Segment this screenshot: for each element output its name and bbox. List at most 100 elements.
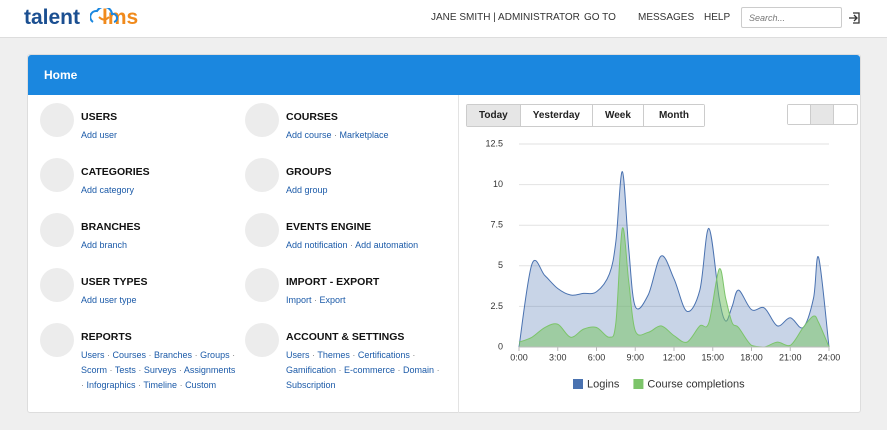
- section: USER TYPES Add user type: [40, 268, 281, 308]
- link[interactable]: Add category: [81, 185, 135, 195]
- section-links: Add user: [81, 128, 236, 143]
- link[interactable]: Add group: [286, 185, 328, 195]
- section-icon: [245, 103, 279, 137]
- x-tick-label: 12:00: [663, 352, 686, 362]
- section-icon: [245, 268, 279, 302]
- section: EVENTS ENGINE Add notificationAdd automat…: [245, 213, 486, 253]
- menu-item[interactable]: HELP: [704, 12, 731, 23]
- section-links: Add group: [286, 183, 441, 198]
- link[interactable]: Add user type: [81, 295, 137, 305]
- y-tick-label: 0: [498, 341, 503, 351]
- search-input[interactable]: Search...: [741, 7, 842, 28]
- link[interactable]: E-commerce: [344, 365, 403, 375]
- menu-item[interactable]: GO TO: [584, 12, 616, 23]
- link[interactable]: Subscription: [286, 380, 336, 390]
- section-title[interactable]: USERS: [81, 111, 118, 123]
- link[interactable]: Tests: [115, 365, 144, 375]
- y-tick-label: 2.5: [490, 301, 503, 311]
- table-button[interactable]: [834, 105, 857, 124]
- y-tick-label: 5: [498, 260, 503, 270]
- link[interactable]: Surveys: [144, 365, 184, 375]
- section-links: ImportExport: [286, 293, 441, 308]
- link[interactable]: Courses: [113, 350, 155, 360]
- link[interactable]: Add automation: [355, 240, 419, 250]
- link[interactable]: Groups: [200, 350, 235, 360]
- section-links: Add courseMarketplace: [286, 128, 441, 143]
- legend-label: Logins: [587, 378, 620, 390]
- link[interactable]: Add branch: [81, 240, 128, 250]
- section-title[interactable]: ACCOUNT & SETTINGS: [286, 331, 405, 343]
- tab[interactable]: Month: [643, 105, 704, 126]
- link[interactable]: Timeline: [143, 380, 185, 390]
- section-title[interactable]: GROUPS: [286, 166, 332, 178]
- link[interactable]: Infographics: [87, 380, 144, 390]
- chart-button[interactable]: [811, 105, 834, 124]
- section-icon: [40, 158, 74, 192]
- section: ACCOUNT & SETTINGS UsersThemesCertificati…: [245, 323, 486, 393]
- section-title[interactable]: BRANCHES: [81, 221, 141, 233]
- x-tick-label: 0:00: [510, 352, 528, 362]
- x-tick-label: 21:00: [779, 352, 802, 362]
- y-tick-label: 12.5: [485, 138, 503, 148]
- section-links: UsersThemesCertifications GamificationE-c…: [286, 348, 441, 393]
- history-button[interactable]: [788, 105, 811, 124]
- chart: 0 2.5 5 7.5 10 12.5 0:00 3:00 6:00 9:00 12:00 15:00…: [485, 138, 841, 390]
- section: USERS Add user: [40, 103, 281, 143]
- link[interactable]: Gamification: [286, 365, 344, 375]
- tab[interactable]: Today: [467, 105, 521, 126]
- section-title[interactable]: REPORTS: [81, 331, 132, 343]
- section-links: Add category: [81, 183, 236, 198]
- x-tick-label: 18:00: [740, 352, 763, 362]
- link[interactable]: Scorm: [81, 365, 115, 375]
- link[interactable]: Custom: [185, 380, 217, 390]
- link[interactable]: Themes: [317, 350, 358, 360]
- section: BRANCHES Add branch: [40, 213, 281, 253]
- x-tick-label: 6:00: [588, 352, 606, 362]
- link[interactable]: Export: [319, 295, 346, 305]
- x-tick-label: 15:00: [701, 352, 724, 362]
- panel-title: Home: [28, 55, 860, 95]
- tab[interactable]: Yesterday: [520, 105, 593, 126]
- tab[interactable]: Week: [592, 105, 644, 126]
- link[interactable]: Add notification: [286, 240, 355, 250]
- line: [518, 227, 830, 348]
- link[interactable]: Branches: [154, 350, 200, 360]
- section-title[interactable]: CATEGORIES: [81, 166, 150, 178]
- section: GROUPS Add group: [245, 158, 486, 198]
- x-tick-label: 24:00: [818, 352, 841, 362]
- section: COURSES Add courseMarketplace: [245, 103, 486, 143]
- menu-item[interactable]: MESSAGES: [638, 12, 695, 23]
- section-links: Add branch: [81, 238, 236, 253]
- view-buttons: [787, 104, 858, 125]
- section-icon: [40, 213, 74, 247]
- x-tick-label: 3:00: [549, 352, 567, 362]
- logo[interactable]: talent lms: [24, 6, 138, 30]
- logo-cloud: [90, 8, 118, 23]
- link[interactable]: Domain: [403, 365, 440, 375]
- link[interactable]: Marketplace: [339, 130, 389, 140]
- link[interactable]: Import: [286, 295, 320, 305]
- section-title[interactable]: IMPORT - EXPORT: [286, 276, 380, 288]
- section: CATEGORIES Add category: [40, 158, 281, 198]
- legend-swatch: [633, 379, 644, 389]
- link[interactable]: Certifications: [358, 350, 416, 360]
- period-tabs: Today Yesterday Week Month: [466, 104, 705, 127]
- y-tick-label: 7.5: [490, 220, 503, 230]
- section-icon: [40, 268, 74, 302]
- logout-icon[interactable]: [848, 12, 860, 24]
- area: [519, 171, 829, 347]
- link[interactable]: Add course: [286, 130, 340, 140]
- section-title[interactable]: USER TYPES: [81, 276, 148, 288]
- section-links: Add user type: [81, 293, 236, 308]
- link[interactable]: Add user: [81, 130, 118, 140]
- link[interactable]: Users: [286, 350, 317, 360]
- section: IMPORT - EXPORT ImportExport: [245, 268, 486, 308]
- section-title[interactable]: EVENTS ENGINE: [286, 221, 372, 233]
- link[interactable]: Users: [81, 350, 113, 360]
- legend-label: Course completions: [647, 378, 745, 390]
- section-icon: [245, 323, 279, 357]
- area: [519, 227, 829, 347]
- user-menu[interactable]: JANE SMITH | ADMINISTRATOR: [431, 12, 580, 23]
- section-title[interactable]: COURSES: [286, 111, 338, 123]
